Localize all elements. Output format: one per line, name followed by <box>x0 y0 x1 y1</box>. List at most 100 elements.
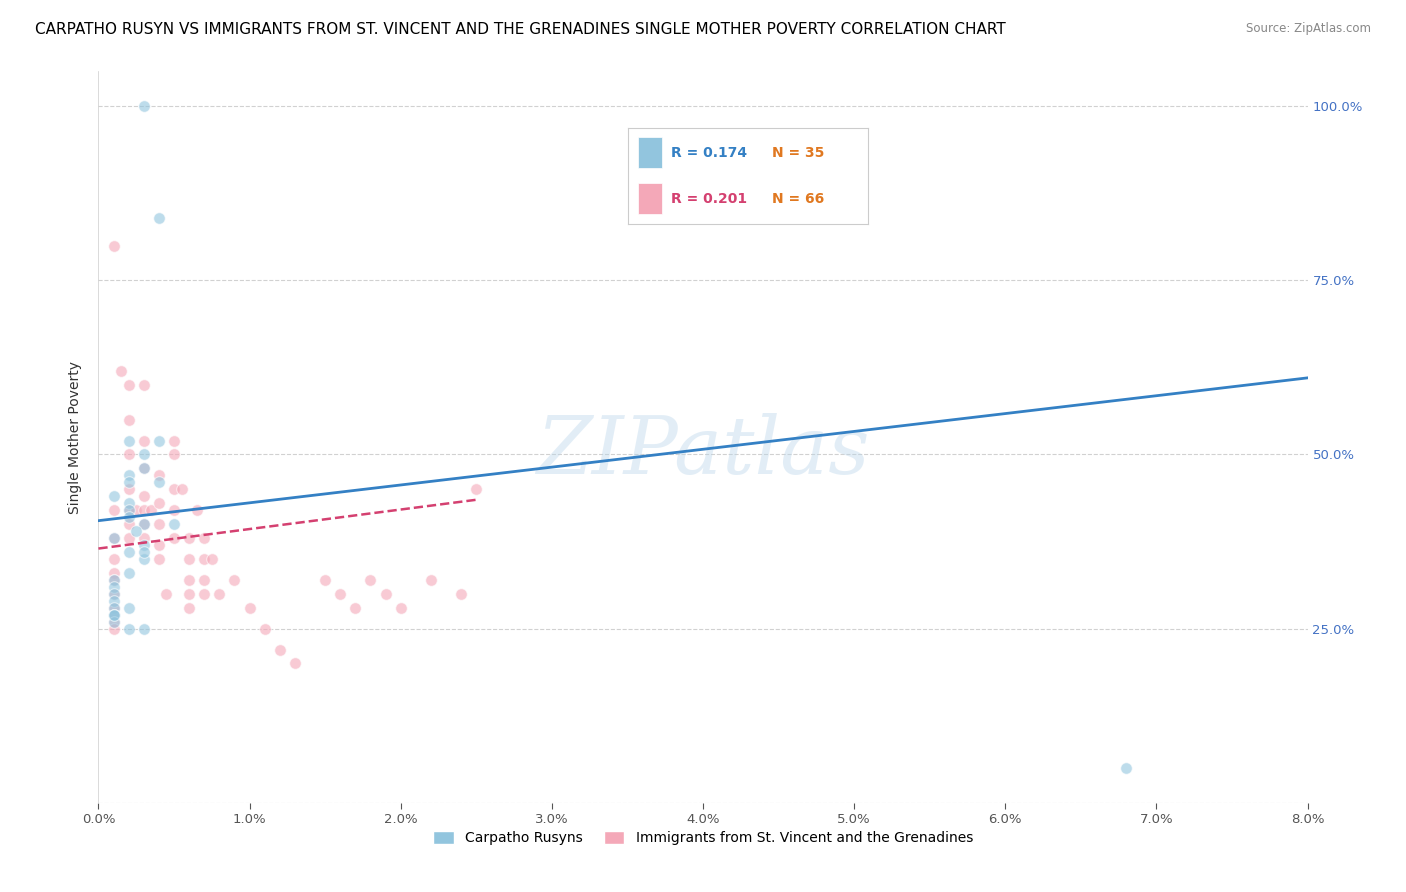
Point <box>141 503 163 517</box>
Point <box>389 600 412 615</box>
Y-axis label: Single Mother Poverty: Single Mother Poverty <box>69 360 83 514</box>
Point <box>148 434 170 448</box>
Point <box>148 538 170 552</box>
Point <box>208 587 231 601</box>
Point <box>103 531 125 545</box>
Point <box>148 468 170 483</box>
Point <box>344 600 367 615</box>
Point <box>132 552 155 566</box>
Point <box>118 545 141 559</box>
Text: R = 0.201: R = 0.201 <box>671 192 747 206</box>
Point <box>132 461 155 475</box>
Point <box>179 600 201 615</box>
Point <box>118 503 141 517</box>
Point <box>224 573 246 587</box>
Point <box>118 517 141 532</box>
Point <box>118 434 141 448</box>
Text: CARPATHO RUSYN VS IMMIGRANTS FROM ST. VINCENT AND THE GRENADINES SINGLE MOTHER P: CARPATHO RUSYN VS IMMIGRANTS FROM ST. VI… <box>35 22 1005 37</box>
Point <box>193 552 215 566</box>
Point <box>1115 761 1137 775</box>
Point <box>118 468 141 483</box>
Point <box>103 489 125 503</box>
Point <box>103 238 125 252</box>
Point <box>179 573 201 587</box>
Point <box>163 517 186 532</box>
Point <box>193 587 215 601</box>
Point <box>253 622 276 636</box>
Point <box>201 552 224 566</box>
Point <box>132 622 155 636</box>
Point <box>163 503 186 517</box>
Point <box>103 573 125 587</box>
Point <box>420 573 443 587</box>
Point <box>103 594 125 608</box>
Bar <box>637 184 661 214</box>
Point <box>103 573 125 587</box>
Point <box>163 434 186 448</box>
Point <box>132 489 155 503</box>
Point <box>186 503 208 517</box>
Point <box>103 587 125 601</box>
Point <box>103 607 125 622</box>
Point <box>148 496 170 510</box>
Point <box>179 587 201 601</box>
Point <box>163 531 186 545</box>
Point <box>118 475 141 490</box>
Point <box>450 587 472 601</box>
Text: Source: ZipAtlas.com: Source: ZipAtlas.com <box>1246 22 1371 36</box>
Point <box>103 607 125 622</box>
Point <box>103 615 125 629</box>
Point <box>193 531 215 545</box>
Point <box>132 538 155 552</box>
Point <box>132 531 155 545</box>
Point <box>179 552 201 566</box>
Point <box>148 211 170 225</box>
Point <box>284 657 307 671</box>
Bar <box>637 137 661 168</box>
Point <box>103 552 125 566</box>
Point <box>269 642 291 657</box>
Point <box>179 531 201 545</box>
Text: N = 66: N = 66 <box>772 192 824 206</box>
Point <box>132 545 155 559</box>
Point <box>132 517 155 532</box>
Point <box>125 524 148 538</box>
Point <box>118 566 141 580</box>
Point <box>118 412 141 426</box>
Point <box>118 622 141 636</box>
Point <box>148 475 170 490</box>
Point <box>118 448 141 462</box>
Point <box>170 483 193 497</box>
Point <box>103 600 125 615</box>
Point <box>103 622 125 636</box>
Legend: Carpatho Rusyns, Immigrants from St. Vincent and the Grenadines: Carpatho Rusyns, Immigrants from St. Vin… <box>427 826 979 851</box>
Point <box>329 587 352 601</box>
Point <box>314 573 336 587</box>
Point <box>103 607 125 622</box>
Point <box>132 377 155 392</box>
Point <box>103 531 125 545</box>
Point <box>103 587 125 601</box>
Point <box>118 600 141 615</box>
Point <box>103 600 125 615</box>
Text: R = 0.174: R = 0.174 <box>671 145 747 160</box>
Point <box>118 483 141 497</box>
Point <box>155 587 177 601</box>
Point <box>118 496 141 510</box>
Point <box>103 503 125 517</box>
Point <box>103 580 125 594</box>
Point <box>132 434 155 448</box>
Point <box>239 600 262 615</box>
Point <box>103 615 125 629</box>
Point <box>193 573 215 587</box>
Text: ZIPatlas: ZIPatlas <box>536 413 870 491</box>
Point <box>118 531 141 545</box>
Point <box>148 517 170 532</box>
Point <box>132 461 155 475</box>
Point <box>163 483 186 497</box>
Point <box>103 566 125 580</box>
Point <box>118 503 141 517</box>
Point <box>132 99 155 113</box>
Point <box>148 552 170 566</box>
Point <box>132 448 155 462</box>
